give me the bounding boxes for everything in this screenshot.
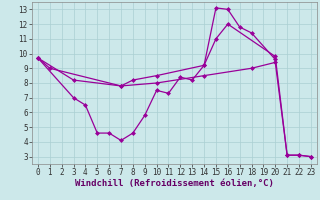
X-axis label: Windchill (Refroidissement éolien,°C): Windchill (Refroidissement éolien,°C) [75, 179, 274, 188]
